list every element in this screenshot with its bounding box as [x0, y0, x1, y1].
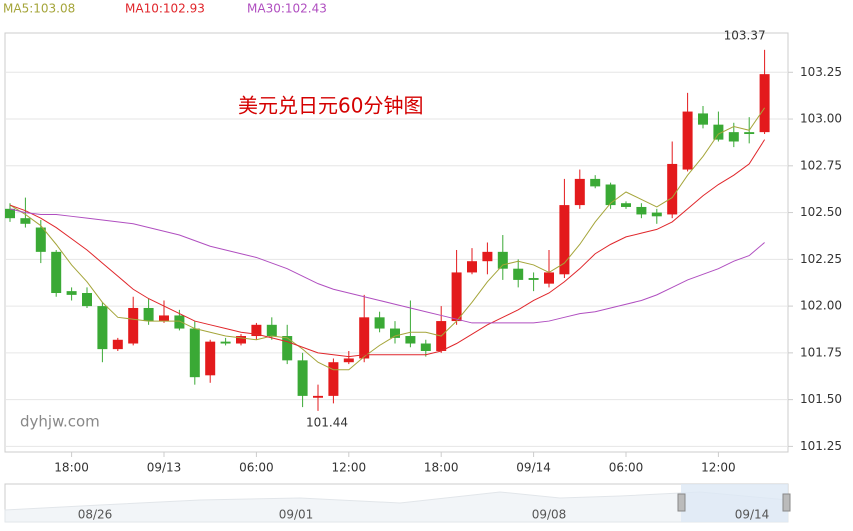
candle-body: [390, 328, 400, 338]
candle-body: [159, 315, 169, 322]
candle-body: [205, 341, 216, 376]
candle-body: [97, 306, 108, 350]
candle-body: [189, 328, 200, 378]
candle-body: [266, 324, 277, 337]
navigator-label: 08/26: [78, 508, 113, 522]
candle-body: [20, 218, 31, 224]
candle-body: [374, 317, 385, 329]
navigator-handle[interactable]: [677, 493, 686, 512]
candle-body: [713, 124, 724, 140]
navigator-handle[interactable]: [782, 493, 791, 512]
candle-body: [5, 208, 15, 219]
candle-body: [636, 206, 647, 215]
candle-body: [220, 341, 231, 344]
candle-body: [174, 315, 185, 329]
candle-body: [605, 184, 616, 206]
candle-body: [728, 132, 739, 142]
x-tick-label: 09/14: [516, 461, 551, 475]
y-tick-label: 103.00: [800, 112, 842, 126]
candle-body: [405, 336, 416, 344]
navigator-label: 09/08: [532, 508, 567, 522]
ma-line: [9, 208, 765, 324]
candle-body: [236, 336, 246, 344]
navigator-label: 09/14: [735, 508, 770, 522]
candle-body: [759, 74, 770, 133]
candle-body: [497, 251, 508, 269]
candle-body: [574, 178, 585, 206]
candle-body: [698, 113, 708, 125]
x-tick-label: 06:00: [609, 461, 644, 475]
candle-body: [513, 268, 524, 280]
candle-body: [528, 278, 539, 280]
y-tick-label: 102.50: [800, 205, 842, 219]
candle-body: [467, 261, 477, 273]
candle-body: [343, 358, 354, 363]
x-tick-label: 09/13: [147, 461, 182, 475]
x-tick-label: 12:00: [701, 461, 736, 475]
candle-body: [590, 178, 601, 187]
candle-body: [651, 212, 662, 217]
candle-body: [559, 205, 570, 275]
legend-entry: MA10:102.93: [125, 2, 205, 16]
x-tick-label: 12:00: [332, 461, 367, 475]
navigator[interactable]: [4, 483, 791, 523]
candle-body: [313, 395, 323, 398]
candle-body: [482, 251, 493, 262]
ma-line: [9, 107, 766, 371]
candle-body: [297, 360, 308, 396]
plot-frame: [4, 32, 789, 453]
candle-body: [420, 343, 431, 351]
candle-body: [82, 293, 92, 307]
candle-body: [128, 307, 139, 344]
candle-body: [667, 163, 678, 215]
candle-body: [112, 339, 123, 350]
navigator-label: 09/01: [279, 508, 314, 522]
x-tick-label: 18:00: [54, 461, 89, 475]
y-tick-label: 102.25: [800, 252, 842, 266]
candle-body: [35, 227, 46, 252]
candle-body: [251, 324, 262, 337]
y-tick-label: 102.75: [800, 158, 842, 172]
candle-body: [451, 272, 462, 322]
candle-body: [66, 291, 77, 295]
candle-body: [621, 203, 631, 207]
max-label: 103.37: [724, 28, 766, 42]
candle-body: [143, 307, 154, 322]
legend-entry: MA30:102.43: [247, 2, 327, 16]
candle-body: [682, 111, 693, 170]
y-tick-label: 101.50: [800, 392, 842, 406]
legend-entry: MA5:103.08: [3, 2, 75, 16]
candle-body: [51, 251, 62, 294]
y-tick-label: 101.25: [800, 439, 842, 453]
chart-title: 美元兑日元60分钟图: [238, 94, 423, 118]
min-label: 101.44: [306, 415, 348, 429]
navigator-selection[interactable]: [681, 484, 788, 522]
y-tick-label: 101.75: [800, 345, 842, 359]
candle-body: [282, 336, 293, 361]
x-tick-label: 06:00: [239, 461, 274, 475]
candle-body: [359, 317, 370, 359]
candle-body: [544, 272, 554, 284]
y-tick-label: 103.25: [800, 65, 842, 79]
ma-line: [9, 139, 766, 358]
x-tick-label: 18:00: [424, 461, 459, 475]
candle-body: [328, 362, 339, 396]
candle-body: [744, 132, 755, 135]
watermark: dyhjw.com: [20, 413, 100, 431]
y-tick-label: 102.00: [800, 299, 842, 313]
